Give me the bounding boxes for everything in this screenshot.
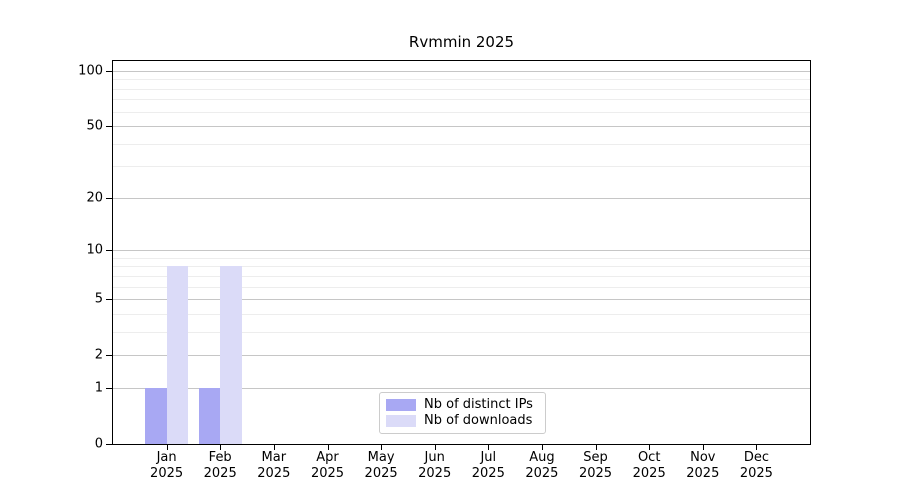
y-tick-label: 100 xyxy=(78,63,103,79)
x-tick-month: Nov xyxy=(690,450,716,465)
y-tick-label: 10 xyxy=(86,242,103,258)
x-tick-month: Jul xyxy=(480,450,497,465)
x-tick-label: Mar 2025 xyxy=(242,450,306,481)
minor-gridline xyxy=(113,143,810,145)
minor-gridline xyxy=(113,99,810,101)
minor-gridline xyxy=(113,286,810,288)
x-tick-year: 2025 xyxy=(739,465,773,481)
x-tick-mark xyxy=(756,445,758,450)
minor-gridline xyxy=(113,331,810,333)
y-tick-label: 50 xyxy=(86,118,103,134)
x-tick-year: 2025 xyxy=(150,465,184,481)
x-tick-mark xyxy=(434,445,436,450)
x-tick-mark xyxy=(273,445,275,450)
x-tick-mark xyxy=(166,445,168,450)
x-tick-month: Apr xyxy=(316,450,339,465)
x-tick-year: 2025 xyxy=(418,465,452,481)
y-tick-mark xyxy=(106,299,112,301)
x-tick-mark xyxy=(327,445,329,450)
x-tick-mark xyxy=(595,445,597,450)
x-tick-mark xyxy=(702,445,704,450)
x-tick-month: Aug xyxy=(529,450,555,465)
y-tick-label: 1 xyxy=(94,380,103,396)
x-tick-month: Jun xyxy=(424,450,445,465)
bar-distinct-ips xyxy=(145,387,167,444)
x-tick-label: Aug 2025 xyxy=(510,450,574,481)
major-gridline xyxy=(113,197,810,199)
x-tick-year: 2025 xyxy=(525,465,559,481)
y-tick-mark xyxy=(106,70,112,72)
y-tick-label: 2 xyxy=(94,347,103,363)
minor-gridline xyxy=(113,266,810,268)
x-tick-year: 2025 xyxy=(257,465,291,481)
x-tick-mark xyxy=(649,445,651,450)
major-gridline xyxy=(113,70,810,72)
minor-gridline xyxy=(113,111,810,113)
minor-gridline xyxy=(113,275,810,277)
x-tick-year: 2025 xyxy=(578,465,613,481)
minor-gridline xyxy=(113,313,810,315)
x-tick-mark xyxy=(488,445,490,450)
x-tick-month: May xyxy=(367,450,395,465)
x-tick-label: Jan 2025 xyxy=(135,450,199,481)
x-tick-month: Mar xyxy=(261,450,287,465)
x-tick-label: Dec 2025 xyxy=(724,450,788,481)
x-tick-label: May 2025 xyxy=(349,450,413,481)
x-tick-year: 2025 xyxy=(471,465,505,481)
x-tick-label: Nov 2025 xyxy=(671,450,735,481)
x-tick-year: 2025 xyxy=(632,465,666,481)
legend-swatch xyxy=(386,399,416,411)
minor-gridline xyxy=(113,88,810,90)
major-gridline xyxy=(113,387,810,389)
legend-label: Nb of downloads xyxy=(424,413,533,428)
x-tick-month: Dec xyxy=(743,450,769,465)
y-tick-mark xyxy=(106,250,112,252)
y-tick-mark xyxy=(106,387,112,389)
x-tick-label: Sep 2025 xyxy=(564,450,628,481)
bar-distinct-ips xyxy=(198,387,221,444)
x-tick-mark xyxy=(220,445,222,450)
x-tick-label: Jun 2025 xyxy=(403,450,467,481)
y-tick-label: 0 xyxy=(94,436,103,452)
x-tick-year: 2025 xyxy=(310,465,345,481)
major-gridline xyxy=(113,250,810,252)
major-gridline xyxy=(113,299,810,301)
y-tick-mark xyxy=(106,126,112,127)
x-tick-month: Sep xyxy=(583,450,608,465)
minor-gridline xyxy=(113,166,810,168)
x-tick-label: Apr 2025 xyxy=(296,450,360,481)
legend-entry: Nb of distinct IPs xyxy=(386,398,538,412)
bar-downloads xyxy=(220,266,242,444)
plot-area xyxy=(112,60,811,445)
legend-entry: Nb of downloads xyxy=(386,414,538,428)
major-gridline xyxy=(113,355,810,357)
x-tick-mark xyxy=(541,445,543,450)
bar-downloads xyxy=(166,266,188,444)
y-tick-label: 20 xyxy=(86,190,103,206)
x-tick-month: Feb xyxy=(208,450,232,465)
x-tick-label: Jul 2025 xyxy=(456,450,520,481)
y-tick-mark xyxy=(106,444,112,445)
x-tick-year: 2025 xyxy=(364,465,398,481)
x-tick-year: 2025 xyxy=(203,465,237,481)
minor-gridline xyxy=(113,257,810,259)
x-tick-label: Oct 2025 xyxy=(617,450,681,481)
y-tick-label: 5 xyxy=(94,291,103,307)
minor-gridline xyxy=(113,79,810,81)
x-tick-month: Oct xyxy=(637,450,661,465)
x-tick-label: Feb 2025 xyxy=(188,450,252,481)
legend: Nb of distinct IPs Nb of downloads xyxy=(379,392,546,434)
x-tick-mark xyxy=(381,445,383,450)
y-tick-mark xyxy=(106,197,112,199)
x-tick-month: Jan xyxy=(156,450,177,465)
chart-title: Rvmmin 2025 xyxy=(408,33,515,51)
legend-swatch xyxy=(386,415,416,427)
x-tick-year: 2025 xyxy=(686,465,720,481)
major-gridline xyxy=(113,126,810,127)
legend-label: Nb of distinct IPs xyxy=(424,397,533,412)
y-tick-mark xyxy=(106,355,112,357)
